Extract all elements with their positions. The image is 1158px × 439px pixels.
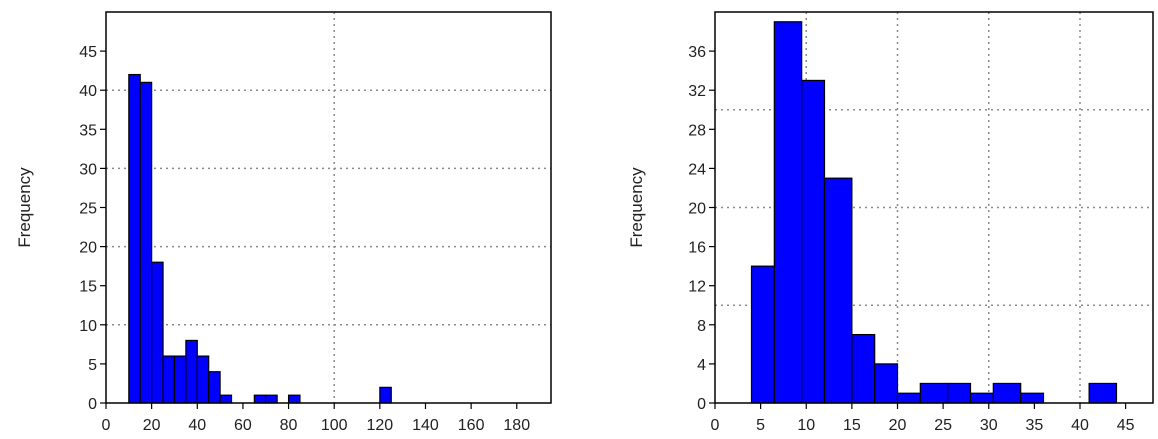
x-tick-label: 15	[843, 417, 861, 434]
histogram-bar	[287, 394, 301, 404]
y-tick-label: 28	[688, 122, 706, 139]
y-tick-label: 20	[688, 201, 706, 218]
x-tick-label: 0	[711, 417, 720, 434]
histogram-bar	[173, 355, 187, 404]
x-tick-label: 100	[321, 417, 348, 434]
histogram-bar	[151, 261, 164, 404]
y-tick-label: 16	[688, 240, 706, 257]
y-axis-title: Frequency	[627, 167, 646, 248]
histogram-bar	[265, 394, 278, 404]
x-tick-label: 40	[188, 417, 206, 434]
histogram-bar	[185, 339, 198, 404]
histogram-bar	[801, 79, 826, 404]
x-tick-label: 35	[1025, 417, 1043, 434]
y-tick-label: 45	[79, 44, 97, 61]
histogram-bar	[1088, 382, 1118, 404]
histogram-bar	[947, 382, 972, 404]
y-tick-label: 15	[79, 279, 97, 296]
y-tick-label: 8	[697, 318, 706, 335]
x-tick-label: 140	[412, 417, 439, 434]
x-tick-label: 10	[797, 417, 815, 434]
y-tick-label: 35	[79, 122, 97, 139]
y-tick-label: 36	[688, 44, 706, 61]
histogram-bar	[750, 265, 775, 404]
x-tick-label: 5	[756, 417, 765, 434]
y-tick-label: 25	[79, 201, 97, 218]
histogram-bar	[896, 392, 921, 404]
y-tick-label: 24	[688, 161, 706, 178]
plot-frame	[105, 11, 552, 404]
x-tick-label: 180	[503, 417, 530, 434]
x-tick-label: 40	[1071, 417, 1089, 434]
y-tick-label: 30	[79, 161, 97, 178]
y-tick-label: 10	[79, 318, 97, 335]
histogram-bar	[379, 386, 392, 404]
y-axis-title: Frequency	[15, 167, 34, 248]
histogram-bar	[919, 382, 949, 404]
histogram-bar	[992, 382, 1022, 404]
x-tick-label: 60	[234, 417, 252, 434]
y-tick-label: 4	[697, 357, 706, 374]
y-tick-label: 12	[688, 279, 706, 296]
y-tick-label: 20	[79, 240, 97, 257]
x-tick-label: 0	[102, 417, 111, 434]
histogram-bar	[139, 81, 153, 404]
histogram-bar	[208, 371, 221, 404]
histogram-bar	[1020, 392, 1045, 404]
histogram-bar	[773, 21, 803, 404]
histogram-right-panel: 0 4 8 12 16 20 24 28 32 36 0 5 10 15 20 25 30 35 40 45 Frequ…	[627, 11, 1154, 434]
histogram-bar	[128, 73, 141, 404]
y-tick-label: 32	[688, 83, 706, 100]
histogram-bar	[162, 355, 176, 404]
x-tick-label: 45	[1117, 417, 1135, 434]
y-tick-label: 0	[88, 396, 97, 413]
y-tick-label: 5	[88, 357, 97, 374]
histogram-bar	[219, 394, 233, 404]
x-tick-label: 160	[458, 417, 485, 434]
x-tick-label: 20	[143, 417, 161, 434]
x-tick-label: 120	[366, 417, 393, 434]
x-tick-label: 20	[889, 417, 907, 434]
y-tick-label: 0	[697, 396, 706, 413]
y-tick-label: 40	[79, 83, 97, 100]
x-tick-label: 30	[980, 417, 998, 434]
histogram-bar	[253, 394, 267, 404]
x-tick-label: 25	[934, 417, 952, 434]
histogram-bar	[196, 355, 210, 404]
histogram-bar	[823, 177, 853, 404]
histogram-bar	[874, 363, 899, 404]
x-tick-label: 80	[280, 417, 298, 434]
histogram-bar	[851, 333, 876, 404]
histogram-left-panel: 0 5 10 15 20 25 30 35 40 45 0 20 40 60 80 100 120 140 160 1…	[15, 11, 552, 434]
histogram-bar	[969, 392, 994, 404]
